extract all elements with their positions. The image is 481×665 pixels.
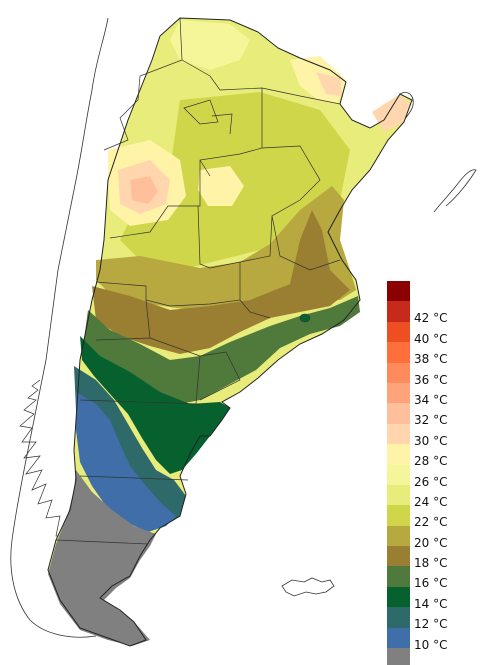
legend-row	[387, 281, 467, 302]
legend-label: 36 °C	[414, 372, 448, 387]
legend-row: 32 °C	[387, 403, 467, 427]
legend-label: 38 °C	[414, 352, 448, 367]
legend-label: 32 °C	[414, 413, 448, 428]
legend-row: 20 °C	[387, 525, 467, 550]
legend-label: 42 °C	[414, 311, 448, 326]
legend-label: 20 °C	[414, 535, 448, 550]
legend-row: 38 °C	[387, 342, 467, 366]
legend-swatch	[387, 607, 410, 628]
chile-coast-outline	[10, 17, 109, 638]
temperature-legend: 42 °C 40 °C 38 °C 36 °C 34 °C 32 °C 30 °…	[387, 281, 467, 665]
legend-row: 28 °C	[387, 444, 467, 468]
legend-swatch	[387, 546, 410, 567]
legend-swatch	[387, 525, 410, 547]
band-32c-cuyo	[130, 176, 158, 204]
legend-swatch	[387, 301, 410, 322]
legend-label: 30 °C	[414, 433, 448, 448]
legend-row: 42 °C	[387, 301, 467, 325]
legend-row: 40 °C	[387, 321, 467, 346]
lake-spot-north	[299, 313, 311, 323]
province-borders	[55, 17, 341, 545]
legend-swatch	[387, 648, 410, 665]
legend-swatch	[387, 321, 410, 343]
legend-swatch	[387, 586, 410, 608]
legend-row: 18 °C	[387, 546, 467, 570]
legend-row: 10 °C	[387, 627, 467, 652]
band-14c	[80, 336, 230, 474]
legend-label: 16 °C	[414, 576, 448, 591]
legend-label: 28 °C	[414, 454, 448, 469]
band-12c	[74, 366, 186, 526]
legend-row	[387, 648, 467, 665]
legend-swatch	[387, 505, 410, 526]
legend-swatch	[387, 382, 410, 404]
legend-row: 36 °C	[387, 362, 467, 387]
band-30c-northeast	[316, 72, 342, 96]
band-28c-mesopotamia	[372, 94, 410, 132]
legend-label: 22 °C	[414, 515, 448, 530]
legend-label: 14 °C	[414, 596, 448, 611]
legend-label: 18 °C	[414, 556, 448, 571]
legend-swatch	[387, 566, 410, 587]
malvinas-islands	[281, 577, 335, 597]
legend-label: 34 °C	[414, 392, 448, 407]
legend-row: 30 °C	[387, 423, 467, 448]
band-18c	[92, 210, 350, 354]
legend-swatch	[387, 627, 410, 649]
band-16c	[84, 296, 360, 404]
legend-label: 12 °C	[414, 617, 448, 632]
legend-swatch	[387, 464, 410, 485]
legend-row: 12 °C	[387, 607, 467, 631]
legend-label: 10 °C	[414, 637, 448, 652]
legend-row: 26 °C	[387, 464, 467, 489]
legend-swatch	[387, 423, 410, 445]
band-10c	[76, 392, 176, 532]
legend-swatch	[387, 403, 410, 424]
legend-label: 26 °C	[414, 474, 448, 489]
legend-label: 24 °C	[414, 494, 448, 509]
band-26c	[170, 20, 250, 70]
legend-row: 34 °C	[387, 382, 467, 407]
brazil-coast-outline	[433, 169, 477, 213]
legend-row: 22 °C	[387, 505, 467, 529]
legend-swatch	[387, 342, 410, 363]
legend-row: 14 °C	[387, 586, 467, 611]
band-20c	[96, 186, 356, 310]
legend-swatch	[387, 444, 410, 465]
legend-swatch	[387, 362, 410, 383]
legend-swatch	[387, 484, 410, 506]
chile-fjords-outline	[19, 379, 72, 537]
legend-label: 40 °C	[414, 331, 448, 346]
argentina-outline	[47, 17, 413, 647]
legend-swatch	[387, 281, 410, 302]
legend-row: 16 °C	[387, 566, 467, 590]
band-28c-central	[198, 166, 244, 206]
legend-row: 24 °C	[387, 484, 467, 509]
band-below-10c	[48, 470, 156, 646]
